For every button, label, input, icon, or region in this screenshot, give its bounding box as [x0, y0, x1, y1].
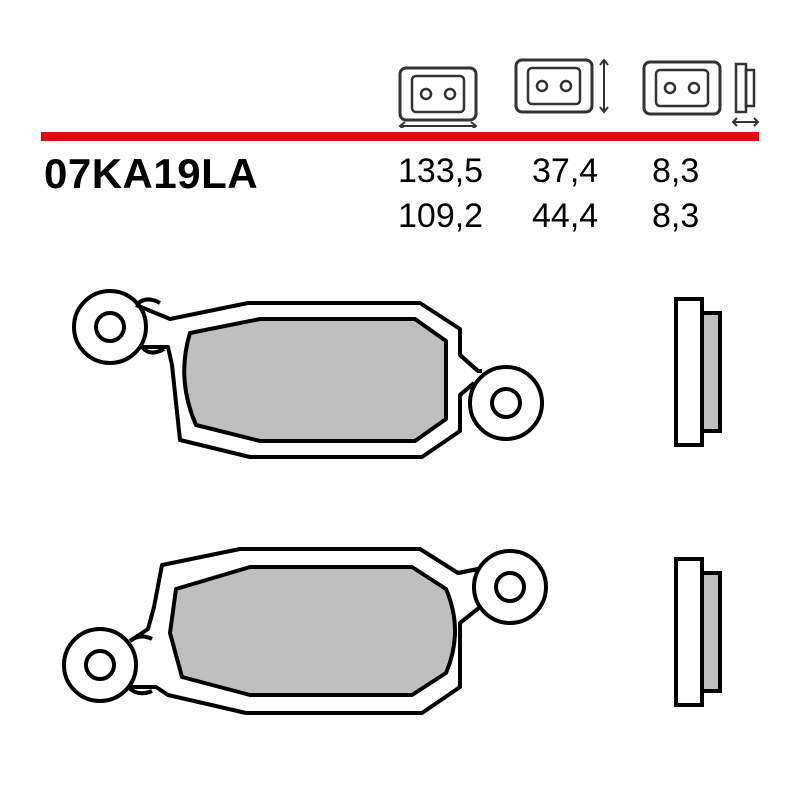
part-number: 07KA19LA: [44, 150, 258, 198]
dim-thick-2: 8,3: [652, 197, 732, 236]
red-divider: [41, 132, 759, 141]
diagram-area: [40, 285, 760, 765]
dim-width-2: 109,2: [398, 197, 532, 236]
height-icon: [512, 46, 612, 128]
dim-width-1: 133,5: [398, 152, 532, 191]
dimension-icons-row: [392, 38, 752, 128]
dim-thick-1: 8,3: [652, 152, 732, 191]
thickness-icon: [640, 56, 760, 128]
dim-height-2: 44,4: [532, 197, 652, 236]
pad2-front: [64, 549, 546, 713]
dim-height-1: 37,4: [532, 152, 652, 191]
pad2-side: [676, 559, 720, 705]
pad1-front: [74, 291, 542, 457]
pad1-side: [676, 299, 720, 445]
width-icon: [392, 62, 484, 128]
